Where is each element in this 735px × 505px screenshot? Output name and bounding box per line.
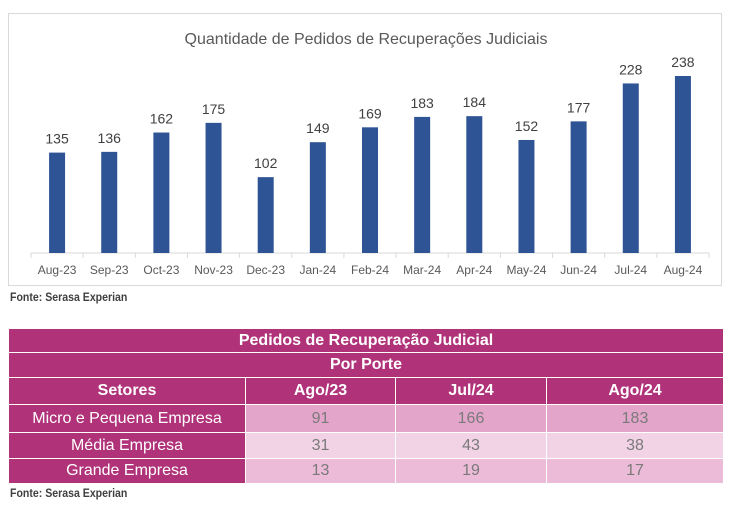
bar-Apr-24 [466, 116, 483, 253]
data-label: 184 [463, 94, 487, 110]
bar-Oct-23 [153, 132, 170, 253]
bar-Jun-24 [570, 121, 587, 254]
cell: 166 [395, 404, 547, 433]
x-tick-label: Nov-23 [194, 263, 233, 277]
cell: 19 [395, 458, 547, 484]
x-tick-label: Sep-23 [90, 263, 129, 277]
bar-chart: Quantidade de Pedidos de Recuperações Ju… [30, 31, 710, 277]
x-tick-label: Aug-23 [38, 263, 77, 277]
bar-Jan-24 [309, 142, 326, 253]
table-subtitle: Por Porte [8, 352, 724, 378]
data-label: 169 [358, 105, 382, 121]
header-setores: Setores [8, 377, 246, 405]
x-tick-label: Apr-24 [456, 263, 492, 277]
row-label: Micro e Pequena Empresa [8, 404, 246, 433]
data-label: 238 [671, 54, 695, 70]
table-source: Fonte: Serasa Experian [10, 486, 128, 500]
x-tick-label: Oct-23 [143, 263, 179, 277]
x-tick-label: Mar-24 [403, 263, 441, 277]
cell: 31 [245, 432, 396, 459]
data-label: 149 [306, 120, 330, 136]
cell: 183 [546, 404, 724, 433]
header-jul24: Jul/24 [395, 377, 547, 405]
cell: 17 [546, 458, 724, 484]
cell: 13 [245, 458, 396, 484]
data-label: 177 [567, 99, 591, 115]
x-tick-label: Feb-24 [351, 263, 389, 277]
table-row: Grande Empresa 13 19 17 [8, 458, 724, 484]
row-label: Média Empresa [8, 432, 246, 459]
bar-Nov-23 [205, 122, 222, 254]
data-label: 136 [98, 130, 122, 146]
chart-title: Quantidade de Pedidos de Recuperações Ju… [185, 31, 548, 48]
bar-Dec-23 [257, 177, 274, 253]
bar-Jul-24 [622, 83, 639, 253]
x-tick-label: May-24 [506, 263, 546, 277]
x-tick-label: Jun-24 [560, 263, 597, 277]
x-tick-label: Aug-24 [664, 263, 703, 277]
table-title: Pedidos de Recuperação Judicial [8, 328, 724, 353]
table-row: Média Empresa 31 43 38 [8, 432, 724, 459]
bar-Aug-24 [674, 76, 691, 253]
chart-container: Quantidade de Pedidos de Recuperações Ju… [8, 13, 722, 286]
bar-Mar-24 [414, 116, 431, 254]
bar-May-24 [518, 139, 535, 253]
x-tick-label: Jul-24 [614, 263, 647, 277]
data-label: 162 [150, 111, 174, 127]
bar-Aug-23 [49, 152, 66, 253]
cell: 38 [546, 432, 724, 459]
bar-Sep-23 [101, 151, 118, 253]
data-label: 183 [410, 95, 434, 111]
data-label: 152 [515, 118, 539, 134]
data-label: 175 [202, 101, 226, 117]
bar-Feb-24 [362, 127, 378, 253]
x-tick-label: Dec-23 [246, 263, 285, 277]
data-label: 102 [254, 155, 278, 171]
data-label: 228 [619, 61, 643, 77]
cell: 91 [245, 404, 396, 433]
header-ago23: Ago/23 [245, 377, 396, 405]
data-table: Pedidos de Recuperação Judicial Por Port… [8, 328, 724, 484]
row-label: Grande Empresa [8, 458, 246, 484]
x-tick-label: Jan-24 [299, 263, 336, 277]
table-row: Micro e Pequena Empresa 91 166 183 [8, 404, 724, 433]
data-label: 135 [45, 131, 69, 147]
header-ago24: Ago/24 [546, 377, 724, 405]
cell: 43 [395, 432, 547, 459]
chart-source: Fonte: Serasa Experian [10, 290, 128, 304]
